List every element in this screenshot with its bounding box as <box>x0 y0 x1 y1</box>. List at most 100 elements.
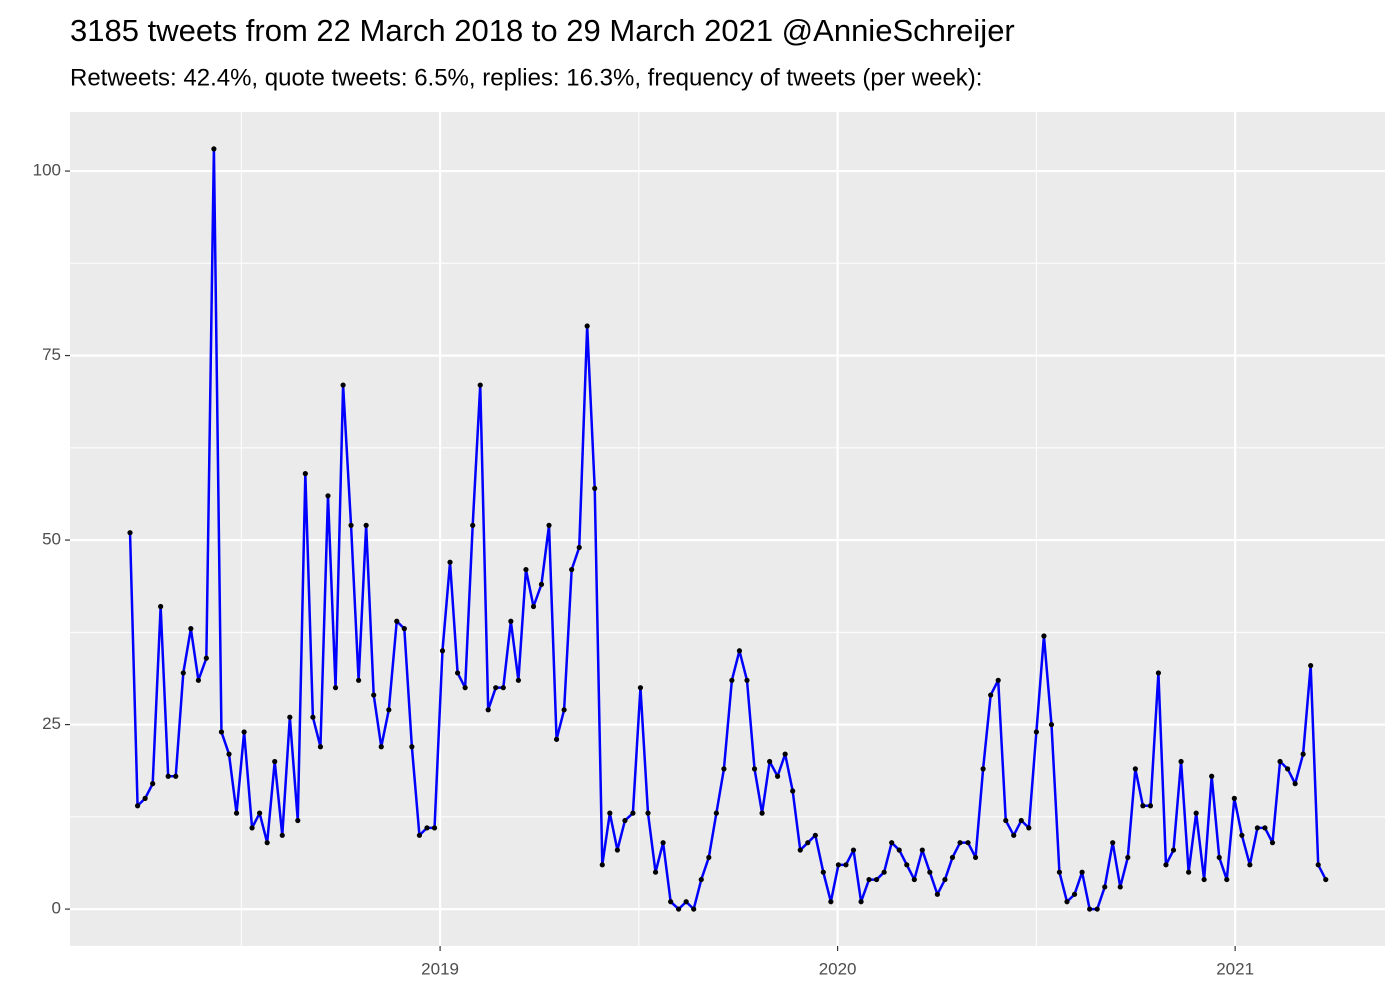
data-point <box>858 899 864 905</box>
data-point <box>515 677 522 683</box>
data-point <box>713 810 719 816</box>
data-point <box>1239 832 1245 838</box>
data-point <box>576 544 582 551</box>
data-point <box>1079 869 1085 875</box>
data-point <box>241 729 247 735</box>
data-point <box>317 744 324 750</box>
data-point <box>676 906 682 912</box>
data-point <box>683 899 689 905</box>
data-point <box>1186 869 1192 875</box>
data-point <box>272 758 278 765</box>
data-point <box>158 603 164 610</box>
data-point <box>1011 832 1017 838</box>
data-point <box>325 493 331 499</box>
data-point <box>599 862 605 868</box>
data-point <box>394 618 400 624</box>
data-point <box>1132 766 1138 772</box>
data-point <box>257 810 263 816</box>
data-point <box>927 869 933 875</box>
data-point <box>462 685 468 691</box>
data-point <box>706 854 712 861</box>
data-point <box>835 862 842 868</box>
y-tick-label: 50 <box>42 530 61 549</box>
data-point <box>500 685 506 691</box>
data-point <box>965 840 971 846</box>
data-point <box>1231 795 1237 801</box>
data-point <box>843 862 849 868</box>
data-point <box>165 773 171 779</box>
data-point <box>584 323 590 329</box>
data-point <box>1163 862 1169 868</box>
data-point <box>820 869 826 875</box>
data-point <box>1300 751 1306 757</box>
data-point <box>363 522 369 528</box>
data-point <box>226 751 232 757</box>
data-point <box>1147 803 1154 809</box>
data-point <box>645 810 651 816</box>
data-point <box>1026 825 1032 831</box>
data-point <box>691 906 697 912</box>
data-point <box>279 832 285 838</box>
data-point <box>1064 899 1070 905</box>
data-point <box>1178 758 1184 765</box>
y-tick-label: 0 <box>52 899 61 918</box>
data-point <box>493 685 499 691</box>
data-point <box>630 810 636 816</box>
data-point <box>348 522 354 528</box>
data-point <box>782 751 788 757</box>
data-point <box>1155 670 1162 676</box>
data-point <box>1087 906 1093 912</box>
data-point <box>134 803 141 809</box>
data-point <box>378 744 384 750</box>
chart-subtitle: Retweets: 42.4%, quote tweets: 6.5%, rep… <box>70 64 982 91</box>
data-point <box>919 847 925 853</box>
data-point <box>1269 840 1276 846</box>
data-point <box>356 677 362 683</box>
data-point <box>949 854 956 861</box>
data-point <box>249 825 255 831</box>
data-point <box>1247 862 1253 868</box>
series-line <box>128 147 1327 911</box>
data-point <box>340 382 346 388</box>
data-point <box>1102 884 1108 890</box>
y-tick-label: 100 <box>33 161 61 180</box>
data-point <box>287 714 293 720</box>
data-point <box>1201 876 1207 883</box>
data-point <box>470 522 476 528</box>
data-point <box>332 685 339 691</box>
data-point <box>1094 906 1100 912</box>
data-point <box>1315 862 1321 868</box>
data-point <box>1110 840 1116 846</box>
data-point <box>485 707 491 713</box>
data-point <box>980 766 986 772</box>
data-point <box>668 899 674 905</box>
data-point <box>866 876 872 883</box>
data-point <box>1056 869 1063 875</box>
data-point <box>1262 825 1268 831</box>
data-point <box>1018 817 1024 824</box>
data-point <box>774 773 781 779</box>
data-point <box>896 847 902 853</box>
data-point <box>295 817 301 824</box>
data-point <box>1224 876 1230 883</box>
data-point <box>188 626 194 632</box>
data-point <box>180 670 186 676</box>
data-point <box>401 626 407 632</box>
data-point <box>211 146 217 152</box>
data-point <box>988 692 994 698</box>
data-point <box>523 566 529 573</box>
data-point <box>1140 803 1146 809</box>
data-point <box>942 876 948 883</box>
data-point <box>553 736 560 742</box>
data-point <box>873 876 880 883</box>
data-point <box>934 891 940 897</box>
data-point <box>386 707 392 713</box>
data-point <box>721 766 727 772</box>
data-point <box>195 677 201 683</box>
data-point <box>538 581 545 587</box>
data-point <box>1193 810 1199 816</box>
data-point <box>607 810 613 816</box>
plot-panel <box>70 112 1385 946</box>
data-point <box>173 773 179 779</box>
